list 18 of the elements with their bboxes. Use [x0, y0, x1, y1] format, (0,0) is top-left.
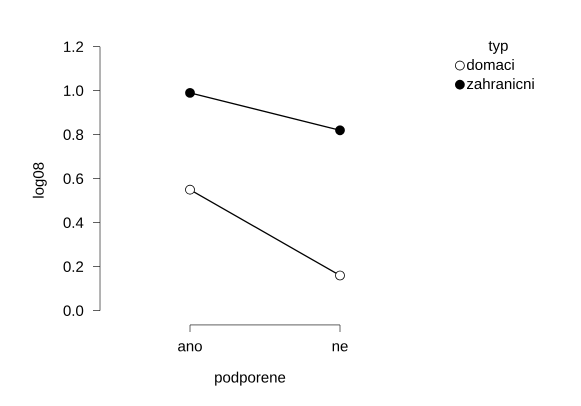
- y-tick-label: 0.8: [64, 129, 84, 140]
- point: [185, 88, 195, 98]
- point: [335, 270, 345, 280]
- legend-title: typ: [488, 41, 508, 54]
- point: [335, 125, 345, 136]
- y-tick-label: 0.4: [64, 217, 84, 228]
- legend-label: domaci: [467, 59, 514, 70]
- y-tick-label: 1.2: [64, 41, 84, 52]
- y-tick-label: 0.0: [64, 305, 84, 316]
- point: [185, 184, 195, 195]
- legend-label: zahranicni: [467, 78, 534, 90]
- y-tick-label: 0.2: [64, 261, 84, 272]
- y-tick-label: 0.6: [64, 173, 84, 184]
- x-tick-label: ano: [178, 343, 202, 352]
- x-axis-title: podporene: [215, 372, 286, 386]
- y-axis-title: log08: [32, 162, 47, 198]
- y-tick-label: 1.0: [64, 85, 84, 96]
- x-tick-label: ne: [332, 343, 348, 352]
